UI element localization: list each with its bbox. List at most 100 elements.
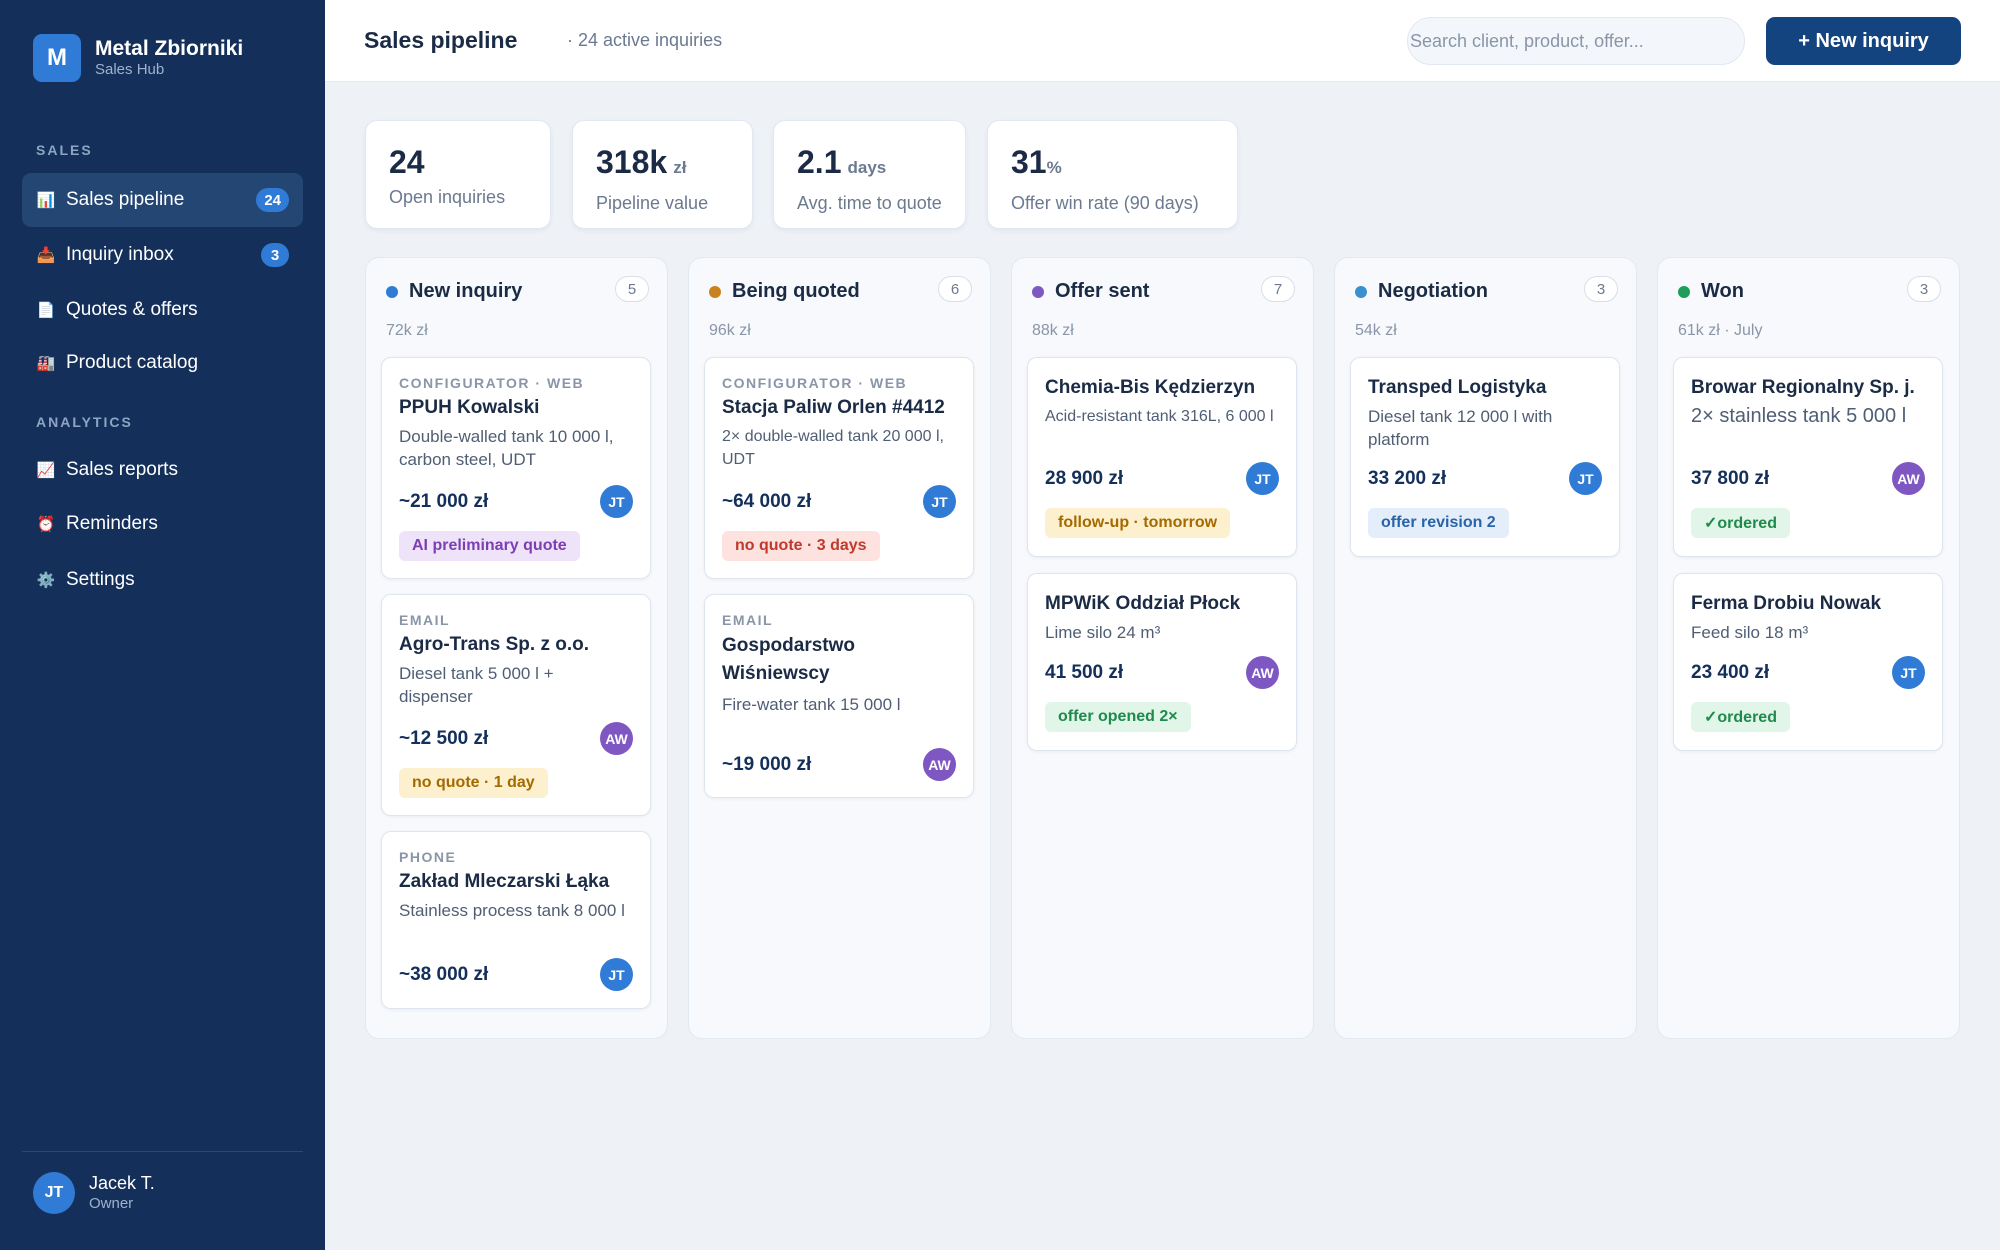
stat-label: Pipeline value <box>596 193 709 213</box>
stat-label: Open inquiries <box>389 187 506 207</box>
card-source: EMAIL <box>722 612 774 628</box>
assignee-avatar[interactable]: JT <box>1569 462 1602 495</box>
status-dot <box>1032 285 1044 298</box>
deal-card[interactable]: CONFIGURATOR · WEB Stacja Paliw Orlen #4… <box>704 357 974 579</box>
card-source: CONFIGURATOR · WEB <box>722 375 908 391</box>
column-count-badge: 5 <box>615 276 649 302</box>
user-profile[interactable]: JT Jacek T. Owner <box>33 1172 155 1214</box>
assignee-avatar[interactable]: AW <box>923 748 956 781</box>
column-count-badge: 7 <box>1261 276 1295 302</box>
assignee-avatar[interactable]: JT <box>1246 462 1279 495</box>
user-role: Owner <box>89 1195 134 1212</box>
assignee-avatar[interactable]: JT <box>600 958 633 991</box>
status-tag: AI preliminary quote <box>399 531 580 561</box>
inbox-tray-icon: 📥 <box>36 247 56 264</box>
status-tag: offer opened 2× <box>1045 702 1191 732</box>
card-client: Stacja Paliw Orlen #4412 <box>722 397 945 418</box>
pipeline-column-offer-sent: Offer sent 7 88k zł Chemia-Bis Kędzierzy… <box>1011 257 1314 1039</box>
stat-value: 31 <box>1011 144 1047 180</box>
brand[interactable]: M Metal Zbiorniki Sales Hub <box>33 34 243 82</box>
pipeline-column-won: Won 3 61k zł · July Browar Regionalny Sp… <box>1657 257 1960 1039</box>
deal-card[interactable]: EMAIL Gospodarstwo Wiśniewscy Fire-water… <box>704 594 974 798</box>
brand-name: Metal Zbiorniki <box>95 37 244 60</box>
status-tag: offer revision 2 <box>1368 508 1509 538</box>
card-price: 41 500 zł <box>1045 662 1124 683</box>
nav-section-analytics: ANALYTICS <box>36 414 133 430</box>
page-title: Sales pipeline <box>364 27 518 53</box>
column-count-badge: 3 <box>1584 276 1618 302</box>
card-description: Diesel tank 5 000 l + dispenser <box>399 664 554 706</box>
assignee-avatar[interactable]: JT <box>1892 656 1925 689</box>
deal-card[interactable]: Ferma Drobiu Nowak Feed silo 18 m³ 23 40… <box>1673 573 1943 751</box>
pipeline-column-being-quoted: Being quoted 6 96k zł CONFIGURATOR · WEB… <box>688 257 991 1039</box>
deal-card[interactable]: Chemia-Bis Kędzierzyn Acid-resistant tan… <box>1027 357 1297 557</box>
stat-card-offer-win-rate: 31% Offer win rate (90 days) <box>987 120 1238 229</box>
sidebar-item-sales-reports[interactable]: 📈 Sales reports <box>22 443 303 497</box>
sidebar-item-product-catalog[interactable]: 🏭 Product catalog <box>22 336 303 390</box>
status-tag: no quote · 3 days <box>722 531 880 561</box>
brand-subtitle: Sales Hub <box>95 61 165 78</box>
search-box[interactable] <box>1407 17 1745 65</box>
status-dot <box>1355 285 1367 298</box>
status-dot <box>386 285 398 298</box>
stat-value: 24 <box>389 144 425 180</box>
inquiry-inbox-count-badge: 3 <box>261 243 289 267</box>
sales-pipeline-count-badge: 24 <box>256 188 289 212</box>
assignee-avatar[interactable]: AW <box>600 722 633 755</box>
sidebar-item-sales-pipeline[interactable]: 📊 Sales pipeline 24 <box>22 173 303 227</box>
card-description: 2× double-walled tank 20 000 l, UDT <box>722 428 944 468</box>
card-description: Diesel tank 12 000 l with platform <box>1368 407 1553 449</box>
sidebar-item-label: Sales reports <box>66 459 178 480</box>
search-input[interactable] <box>1410 30 1710 52</box>
deal-card[interactable]: Transped Logistyka Diesel tank 12 000 l … <box>1350 357 1620 557</box>
sidebar: M Metal Zbiorniki Sales Hub SALES 📊 Sale… <box>0 0 325 1250</box>
assignee-avatar[interactable]: JT <box>923 485 956 518</box>
column-title: Being quoted <box>732 280 860 302</box>
card-client: Gospodarstwo Wiśniewscy <box>722 635 856 684</box>
card-description: Acid-resistant tank 316L, 6 000 l <box>1045 408 1274 425</box>
top-header: Sales pipeline · 24 active inquiries + N… <box>325 0 2000 82</box>
column-sum: 88k zł <box>1032 322 1074 339</box>
card-description: 2× stainless tank 5 000 l <box>1691 405 1907 427</box>
stat-label: Avg. time to quote <box>797 193 942 213</box>
deal-card[interactable]: Browar Regionalny Sp. j. 2× stainless ta… <box>1673 357 1943 557</box>
card-client: Transped Logistyka <box>1368 377 1547 398</box>
assignee-avatar[interactable]: AW <box>1892 462 1925 495</box>
column-count-badge: 3 <box>1907 276 1941 302</box>
column-sum: 54k zł <box>1355 322 1397 339</box>
assignee-avatar[interactable]: JT <box>600 485 633 518</box>
assignee-avatar[interactable]: AW <box>1246 656 1279 689</box>
sidebar-item-quotes-offers[interactable]: 📄 Quotes & offers <box>22 283 303 337</box>
deal-card[interactable]: CONFIGURATOR · WEB PPUH Kowalski Double-… <box>381 357 651 579</box>
card-description: Lime silo 24 m³ <box>1045 623 1161 642</box>
card-price: ~12 500 zł <box>399 728 489 749</box>
sidebar-item-label: Quotes & offers <box>66 299 198 320</box>
bar-chart-icon: 📊 <box>36 192 56 209</box>
avatar: JT <box>33 1172 75 1214</box>
deal-card[interactable]: EMAIL Agro-Trans Sp. z o.o. Diesel tank … <box>381 594 651 816</box>
card-description: Stainless process tank 8 000 l <box>399 901 625 920</box>
stat-card-open-inquiries: 24 Open inquiries <box>365 120 551 229</box>
deal-card[interactable]: PHONE Zakład Mleczarski Łąka Stainless p… <box>381 831 651 1009</box>
card-price: ~21 000 zł <box>399 491 489 512</box>
column-sum: 61k zł · July <box>1678 322 1763 339</box>
column-title: New inquiry <box>409 280 523 302</box>
sidebar-item-inquiry-inbox[interactable]: 📥 Inquiry inbox 3 <box>22 228 303 282</box>
sidebar-item-settings[interactable]: ⚙️ Settings <box>22 553 303 607</box>
card-source: PHONE <box>399 849 457 865</box>
gear-icon: ⚙️ <box>36 572 56 589</box>
new-inquiry-button[interactable]: + New inquiry <box>1766 17 1961 65</box>
card-source: CONFIGURATOR · WEB <box>399 375 585 391</box>
factory-icon: 🏭 <box>36 355 56 372</box>
column-title: Offer sent <box>1055 280 1150 302</box>
status-tag: follow-up · tomorrow <box>1045 508 1231 538</box>
card-price: ~19 000 zł <box>722 754 812 775</box>
card-client: PPUH Kowalski <box>399 397 540 418</box>
alarm-clock-icon: ⏰ <box>36 516 56 533</box>
deal-card[interactable]: MPWiK Oddział Płock Lime silo 24 m³ 41 5… <box>1027 573 1297 751</box>
sidebar-item-reminders[interactable]: ⏰ Reminders <box>22 497 303 551</box>
brand-logo: M <box>33 34 81 82</box>
status-tag: ✓ordered <box>1691 702 1790 732</box>
nav-section-sales: SALES <box>36 142 93 158</box>
card-client: Agro-Trans Sp. z o.o. <box>399 634 590 655</box>
